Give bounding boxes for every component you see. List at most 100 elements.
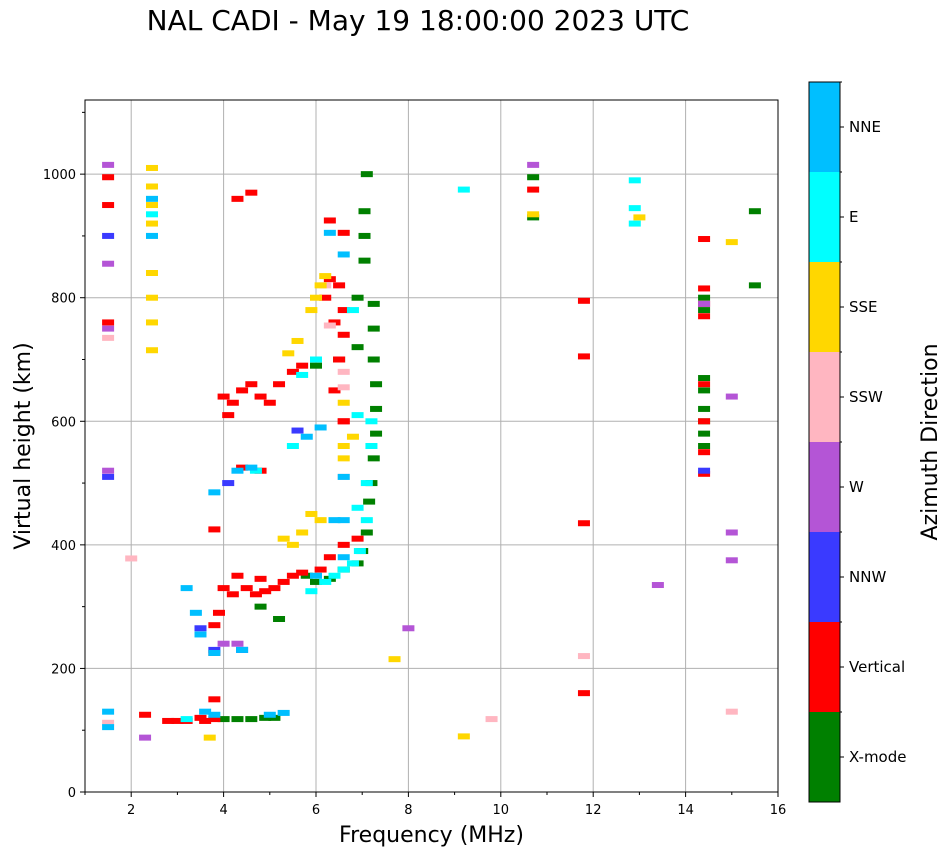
colorbar-label-nnw: NNW [849,568,886,586]
data-point-vertical [273,381,286,388]
data-point-x-mode [698,307,711,314]
data-point-vertical [314,566,327,573]
data-point-nne [337,251,350,258]
data-point-vertical [217,585,230,592]
data-point-sse [310,294,322,301]
data-point-vertical [337,229,350,236]
y-tick-label: 0 [68,786,76,801]
data-point-vertical [577,690,590,697]
data-point-vertical [333,356,346,363]
data-point-vertical [698,449,711,456]
data-point-w [527,161,540,168]
colorbar-segment [809,622,840,712]
colorbar: X-mode Vertical NNW W SSW SSE E NNE [808,81,906,803]
data-point-vertical [698,381,711,388]
y-axis-label: Virtual height (km) [11,342,36,549]
data-point-nne [337,554,350,561]
data-point-x-mode [367,300,380,307]
data-point-vertical [212,609,225,616]
data-point-w [231,640,244,647]
data-point-e [180,716,193,723]
data-point-vertical [139,711,152,718]
data-point-vertical [577,297,590,304]
x-tick-label: 14 [677,803,694,818]
data-point-x-mode [370,430,383,437]
data-point-nne [245,464,258,471]
data-point-ssw [725,708,738,715]
data-point-x-mode [748,282,761,289]
data-point-x-mode [367,325,380,332]
data-point-e [457,186,470,193]
data-point-nne [231,467,244,474]
data-point-e [286,443,299,449]
data-point-ssw [337,368,350,375]
data-point-sse [282,350,295,357]
data-point-e [337,566,350,573]
data-point-x-mode [310,362,322,369]
data-point-sse [145,220,158,227]
colorbar-segment [809,82,840,172]
data-point-ssw [323,322,336,329]
data-point-nnw [291,427,304,434]
data-point-vertical [231,572,244,579]
data-point-vertical [171,717,184,724]
data-point-vertical [698,418,711,425]
data-point-vertical [337,418,350,425]
data-point-x-mode [360,171,373,178]
data-point-vertical [236,464,249,471]
data-point-sse [296,529,309,536]
data-point-nne [102,708,115,715]
y-axis-ticks: 0 200 400 600 800 1000 [43,111,85,801]
data-point-nne [310,572,322,579]
data-point-sse [203,734,216,741]
data-point-nne [314,424,327,431]
data-point-vertical [577,520,590,527]
data-point-sse [346,433,359,440]
data-point-e [305,588,318,595]
data-point-nnw [102,473,115,480]
data-point-vertical [698,470,711,477]
data-point-nne [145,195,158,202]
data-point-x-mode [527,214,540,221]
data-point-vertical [319,294,332,301]
colorbar-label-w: W [849,478,864,496]
x-tick-label: 2 [127,803,135,818]
data-point-x-mode [698,375,711,382]
data-point-sse [457,733,470,740]
data-point-sse [337,455,350,462]
data-point-sse [277,535,290,542]
data-point-x-mode [273,616,286,622]
data-point-x-mode [363,498,376,505]
colorbar-segment [809,712,840,802]
x-tick-label: 6 [312,803,320,818]
data-point-vertical [323,276,336,283]
data-point-sse [388,656,401,663]
data-point-vertical [698,285,711,292]
data-point-vertical [102,319,115,326]
x-tick-label: 12 [585,803,602,818]
data-point-x-mode [358,257,371,264]
data-point-x-mode [259,714,272,721]
colorbar-segment [809,172,840,262]
colorbar-frame [808,81,841,803]
data-point-vertical [254,393,267,400]
data-point-vertical [337,307,350,314]
data-point-x-mode [370,405,383,412]
data-point-vertical [286,368,299,375]
data-point-nne [337,517,350,524]
y-tick-label: 800 [51,292,76,307]
data-point-vertical [296,362,309,369]
data-point-nne [180,585,193,592]
data-point-vertical [194,714,207,721]
data-point-ssw [577,653,590,660]
colorbar-label-sse: SSE [849,298,878,316]
data-point-vertical [268,585,281,592]
data-point-vertical [226,399,239,406]
data-point-vertical [162,717,175,724]
data-point-nne [208,649,221,656]
data-point-sse [145,270,158,276]
data-point-w [725,557,738,564]
data-point-vertical [337,541,350,548]
data-point-sse [291,337,304,344]
colorbar-segment [809,532,840,622]
